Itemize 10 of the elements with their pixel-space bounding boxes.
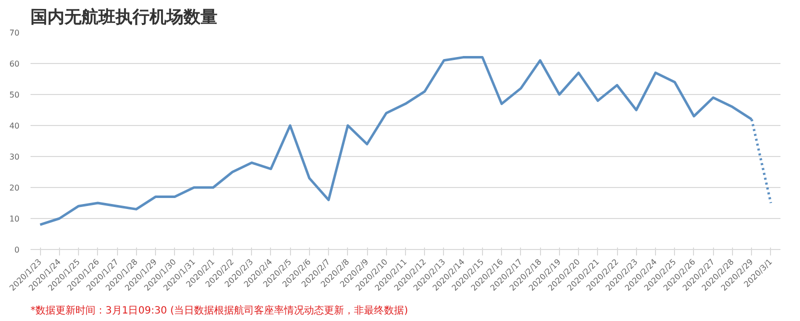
y-tick-label: 40 [9,122,20,130]
y-tick-label: 10 [9,214,20,224]
y-tick-label: 0 [14,246,20,254]
chart-title: 国内无航班执行机场数量 [30,8,218,28]
y-tick-label: 70 [9,28,20,38]
y-tick-label: 20 [9,184,20,192]
text: *数据更新时间：3月1日09:30 (当日数据根据航司客座率情况动态更新，非最终数据) [30,304,408,316]
y-tick-label: 30 [9,152,20,162]
y-tick-label: 60 [9,60,20,68]
y-tick-label: 50 [9,90,20,100]
